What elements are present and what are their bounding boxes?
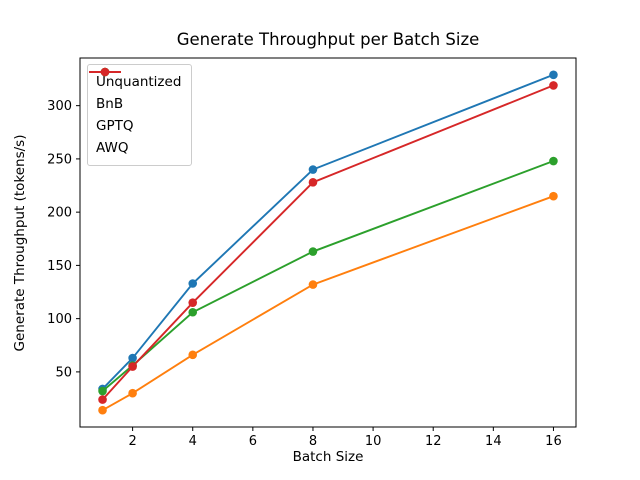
x-tick-label: 6 <box>249 434 257 449</box>
data-point-bnb <box>549 191 558 201</box>
legend-label-gptq: GPTQ <box>96 118 134 134</box>
y-tick-label: 300 <box>47 99 72 114</box>
data-point-awq <box>308 178 318 187</box>
y-tick-label: 250 <box>47 152 72 167</box>
y-tick-label: 100 <box>47 312 72 327</box>
chart-title: Generate Throughput per Batch Size <box>176 30 480 49</box>
data-point-awq <box>549 81 558 90</box>
x-tick-label: 14 <box>485 434 502 449</box>
y-axis-label: Generate Throughput (tokens/s) <box>12 134 28 352</box>
data-point-awq <box>98 395 107 404</box>
legend-label-unquantized: Unquantized <box>96 74 182 90</box>
y-tick-label: 50 <box>55 365 72 380</box>
data-point-bnb <box>188 350 198 360</box>
data-point-bnb <box>308 280 318 289</box>
x-axis-label: Batch Size <box>292 449 364 465</box>
legend-item-bnb: BnB <box>89 67 181 115</box>
legend-item-gptq: GPTQ <box>89 67 181 137</box>
legend: Unquantized BnB GPTQ AWQ <box>87 64 193 166</box>
plot-border <box>79 57 577 428</box>
legend-label-awq: AWQ <box>96 140 129 156</box>
data-point-unquantized <box>549 70 558 80</box>
legend-dot-awq <box>100 67 110 77</box>
series-line-gptq <box>101 160 554 392</box>
x-tick-label: 8 <box>309 434 317 449</box>
data-point-gptq <box>188 307 198 317</box>
x-tick-label: 2 <box>128 434 136 449</box>
data-point-awq <box>188 298 198 307</box>
x-tick-label: 12 <box>425 434 442 449</box>
data-point-gptq <box>308 247 318 256</box>
data-point-unquantized <box>128 353 137 363</box>
data-point-bnb <box>128 388 137 398</box>
data-point-bnb <box>98 405 107 415</box>
legend-marker-icon <box>89 67 121 77</box>
data-point-gptq <box>549 156 558 166</box>
legend-item-awq: AWQ <box>89 67 181 159</box>
legend-label-bnb: BnB <box>96 96 124 112</box>
y-tick-label: 150 <box>47 259 72 274</box>
data-point-gptq <box>98 386 107 396</box>
x-tick-label: 4 <box>189 434 197 449</box>
y-tick-label: 200 <box>47 206 72 221</box>
data-point-unquantized <box>308 165 318 174</box>
data-point-unquantized <box>188 279 198 288</box>
x-tick-label: 10 <box>365 434 382 449</box>
data-point-awq <box>128 362 137 371</box>
x-tick-label: 16 <box>545 434 562 449</box>
series-line-bnb <box>102 195 554 412</box>
